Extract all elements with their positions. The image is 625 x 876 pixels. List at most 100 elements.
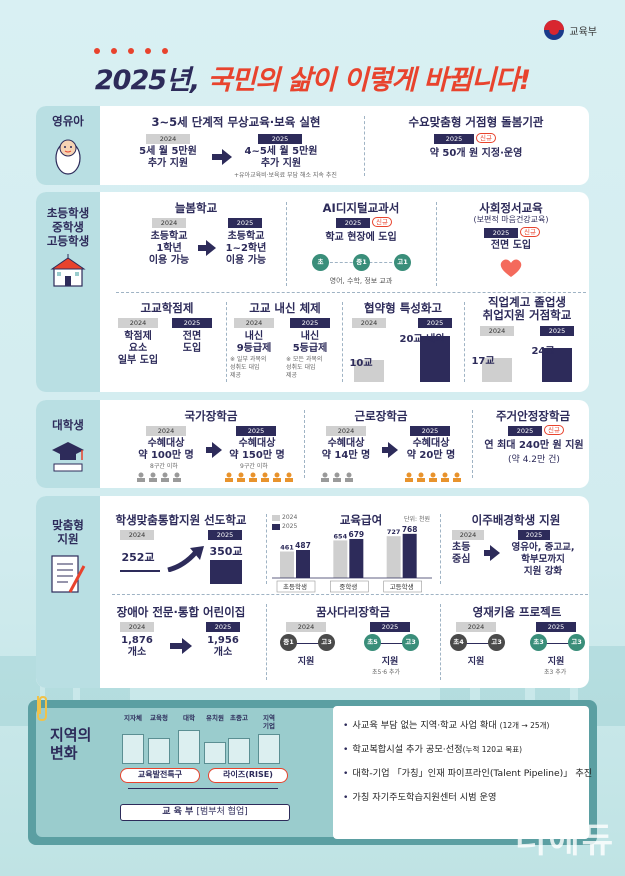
free-edu-title: 3~5세 단계적 무상교육·보육 실현 [151, 115, 321, 129]
gifted-year-2025: 2025 [536, 622, 576, 632]
section-school-content: 늘봄학교 2024 초등학교 1학년 이용 가능 2025 초등학교 1~2학년… [106, 192, 586, 392]
work-year-2025: 2025 [410, 426, 450, 436]
daycare-title: 장애아 전문·통합 어린이집 [116, 605, 246, 619]
neulbom-arrow-icon [206, 240, 216, 256]
region-building-icon-1 [122, 734, 144, 764]
emotion-new-badge: 신규 [520, 227, 540, 237]
credit-year-2025: 2025 [172, 318, 212, 328]
ai-subjects: 영어, 수학, 정보 교과 [329, 277, 393, 285]
section-college: 대학생 국가장학금 2024 수혜대상 약 100만 명 8구간 이하 2025… [36, 400, 589, 488]
agreement-year-2025: 2025 [418, 318, 452, 328]
work-value-2024: 수혜대상 약 14만 명 [321, 438, 371, 461]
graduation-cap-icon [52, 442, 84, 472]
paperclip-icon [37, 695, 47, 722]
section-custom: 맞춤형 지원 학생맞춤통합지원 선도학교 2024 2025 252교 350교… [36, 496, 589, 688]
section-college-label-panel: 대학생 [36, 400, 100, 488]
emotion-subtitle: (보편적 마음건강교육) [473, 215, 549, 224]
migrant-year-2025: 2025 [518, 530, 550, 540]
region-bullet-1: 사교육 부담 없는 지역·학교 사업 확대 (12개 → 25개) [343, 714, 579, 738]
neulbom-title: 늘봄학교 [174, 201, 218, 215]
vocational-year-2025: 2025 [540, 326, 574, 336]
grading-value-2025: 내신 5등급제 [292, 331, 328, 354]
section-custom-content: 학생맞춤통합지원 선도학교 2024 2025 252교 350교 교육급여 단… [106, 496, 588, 688]
region-building-label-3: 대학 [183, 714, 195, 722]
section-college-content: 국가장학금 2024 수혜대상 약 100만 명 8구간 이하 2025 수혜대… [106, 400, 584, 488]
edu-pay-unit: 단위: 천원 [404, 516, 431, 523]
gifted-year-2024: 2024 [456, 622, 496, 632]
dream-note-2025: 초5·6 추가 [372, 669, 401, 676]
dream-2025-end: 고3 [402, 634, 419, 651]
vocational-value-2024: 17교 [471, 356, 495, 367]
neulbom-value-2025: 초등학교 1~2학년 이용 가능 [225, 231, 267, 266]
edu-pay-svg: 461 487 초등학생 654 679 중학생 727 768 고등학생 [272, 525, 432, 593]
legend-2025-label: 2025 [282, 523, 298, 530]
section-college-title: 대학생 [52, 418, 84, 432]
agreement-value-2025: 20교 내외 [399, 334, 445, 345]
region-pill-rise: 라이즈(RISE) [208, 768, 288, 783]
vocational-bar-2024 [482, 358, 512, 382]
dream-label-2025: 지원 [381, 657, 399, 667]
dream-2024-start: 중1 [280, 634, 297, 651]
edu-pay-label-2025-3: 768 [402, 526, 418, 534]
daycare-arrow-icon [182, 638, 192, 654]
emotion-title: 사회정서교육 [479, 201, 543, 215]
title-text: 국민의 삶이 이렇게 바뀝니다! [207, 65, 532, 96]
section-school: 초등학생 중학생 고등학생 늘봄학교 2024 초등학교 1학년 이용 가능 2… [36, 192, 589, 392]
national-note-2024: 8구간 이하 [150, 463, 178, 470]
edu-pay-bar-2025-1 [296, 549, 310, 578]
free-edu-note: +유아교육비·보육료 부담 해소 지속 추진 [234, 172, 337, 179]
region-bullet-4: 가칭 자기주도학습지원센터 시범 운영 [343, 786, 579, 810]
heart-icon [500, 259, 522, 277]
gifted-2025-end: 고3 [568, 634, 585, 651]
page-title: 2025년, 국민의 삶이 이렇게 바뀝니다! [0, 58, 625, 97]
national-note-2025: 9구간 이하 [240, 463, 268, 470]
ai-new-badge: 신규 [372, 217, 392, 227]
gifted-label-2025: 지원 [547, 657, 565, 667]
leading-bar-2025 [210, 560, 242, 584]
baby-icon [55, 139, 81, 175]
region-building-icon-4 [204, 742, 226, 764]
dream-2024-end: 고3 [318, 634, 335, 651]
daycare-value-2025: 1,956 개소 [207, 635, 239, 658]
grading-year-2025: 2025 [290, 318, 330, 328]
free-edu-arrow-bar [212, 154, 222, 160]
vocational-title: 직업계고 졸업생 취업지원 거점학교 [482, 295, 572, 322]
edu-pay-label-2024-2: 654 [334, 532, 348, 540]
national-year-2025: 2025 [236, 426, 276, 436]
region-pill-special-zone: 교육발전특구 [120, 768, 200, 783]
grading-title: 고교 내신 체제 [249, 301, 321, 315]
dream-year-2025: 2025 [370, 622, 410, 632]
edu-pay-title: 교육급여 [339, 513, 383, 527]
edu-pay-bar-2024-3 [386, 536, 401, 578]
gifted-label-2024: 지원 [467, 657, 485, 667]
national-year-2024: 2024 [146, 426, 186, 436]
people-icons-2025 [225, 472, 293, 482]
dream-year-2024: 2024 [286, 622, 326, 632]
edu-pay-chart: 461 487 초등학생 654 679 중학생 727 768 고등학생 [272, 525, 432, 596]
housing-year-2025: 2025 [508, 426, 542, 436]
section-infant-title: 영유아 [52, 114, 84, 128]
free-edu-arrow-icon [222, 149, 232, 165]
region-title: 지역의 변화 [50, 726, 92, 762]
ai-grade-3: 고1 [394, 254, 411, 271]
care-new-badge: 신규 [476, 133, 496, 143]
dream-2025-start: 초5 [364, 634, 381, 651]
national-value-2024: 수혜대상 약 100만 명 [138, 438, 194, 461]
daycare-value-2024: 1,876 개소 [121, 635, 153, 658]
national-scholarship-title: 국가장학금 [184, 409, 238, 423]
title-dots-decoration [94, 48, 168, 54]
region-building-label-4: 유치원 [206, 714, 224, 722]
agreement-value-2024: 10교 [349, 358, 373, 369]
housing-new-badge: 신규 [544, 425, 564, 435]
leading-year-2024: 2024 [120, 530, 154, 540]
edu-pay-bar-2025-3 [402, 533, 417, 578]
section-custom-label-panel: 맞춤형 지원 [36, 496, 100, 688]
work-year-2024: 2024 [326, 426, 366, 436]
section-region: 지역의 변화 지자체 교육청 대학 유치원 초중고 지역 기업 교육발전특구 라이즈(RI… [28, 695, 597, 845]
free-edu-value-2025: 4~5세 월 5만원 추가 지원 [244, 146, 318, 169]
migrant-value-2025: 영유아, 중고교, 학부모까지 지원 강화 [511, 542, 575, 577]
section-infant-content: 3~5세 단계적 무상교육·보육 실현 2024 5세 월 5만원 추가 지원 … [106, 106, 583, 185]
watermark: 더에듀 [515, 821, 615, 861]
edu-pay-category-box-1 [276, 580, 316, 593]
